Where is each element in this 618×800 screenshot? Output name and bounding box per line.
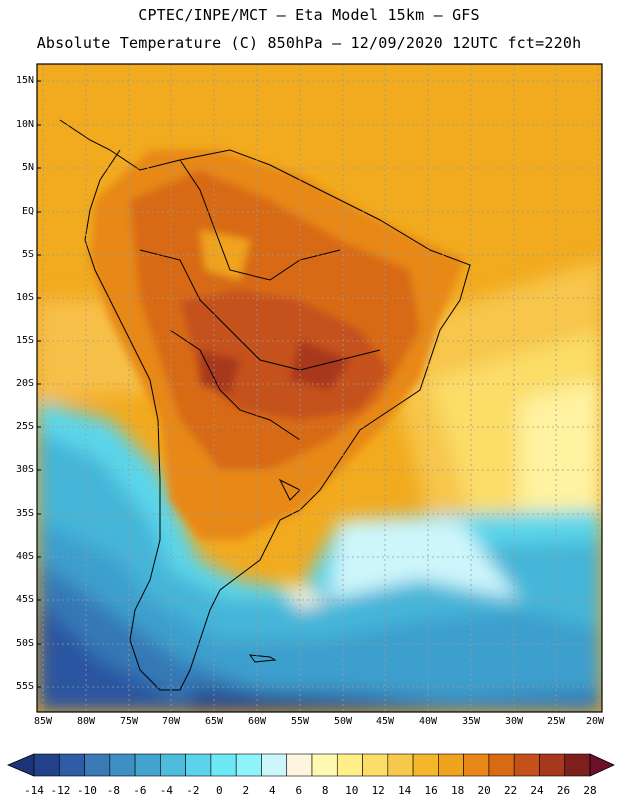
- lat-label: 45S: [15, 594, 34, 605]
- colorbar-label: 24: [530, 784, 544, 797]
- lon-label: 50W: [333, 716, 353, 727]
- colorbar-label: 12: [371, 784, 385, 797]
- map-frame: [36, 63, 603, 713]
- lat-label: 10S: [15, 292, 34, 303]
- lon-label: 65W: [204, 716, 224, 727]
- lat-label: 5S: [21, 249, 34, 260]
- lat-label: 15N: [15, 75, 34, 86]
- colorbar-swatch: [235, 753, 262, 777]
- colorbar-swatch: [488, 753, 515, 777]
- lat-label: 20S: [15, 378, 34, 389]
- colorbar-swatch: [261, 753, 288, 777]
- colorbar-label: 26: [556, 784, 571, 797]
- lat-label: 30S: [15, 464, 34, 475]
- colorbar-under-triangle: [6, 753, 35, 777]
- colorbar-swatch: [58, 753, 85, 777]
- map-subtitle: Absolute Temperature (C) 850hPa – 12/09/…: [36, 34, 582, 52]
- lat-label: 5N: [21, 162, 34, 173]
- lon-label: 45W: [375, 716, 395, 727]
- colorbar-label: -2: [186, 784, 200, 797]
- lon-label: 60W: [247, 716, 267, 727]
- colorbar-swatch: [362, 753, 389, 777]
- colorbar: [6, 753, 615, 777]
- colorbar-swatch: [336, 753, 363, 777]
- lon-label: 40W: [418, 716, 438, 727]
- lat-label: 15S: [15, 335, 34, 346]
- temperature-field: [37, 64, 602, 712]
- lon-label: 30W: [504, 716, 524, 727]
- colorbar-swatch: [210, 753, 237, 777]
- colorbar-label: 18: [450, 784, 465, 797]
- coastlines: [59, 119, 471, 691]
- graticule: [37, 64, 602, 712]
- lon-label: 85W: [33, 716, 53, 727]
- lon-label: 75W: [119, 716, 139, 727]
- lat-label: 50S: [15, 638, 34, 649]
- lon-label: 20W: [585, 716, 605, 727]
- colorbar-swatch: [160, 753, 186, 777]
- lat-label: 35S: [15, 508, 34, 519]
- colorbar-label: 16: [424, 784, 438, 797]
- lat-label: 10N: [15, 119, 34, 130]
- colorbar-label: 20: [477, 784, 491, 797]
- colorbar-label: 22: [503, 784, 518, 797]
- colorbar-label: -14: [24, 784, 44, 797]
- colorbar-swatch: [463, 753, 490, 777]
- colorbar-swatch: [438, 753, 464, 777]
- colorbar-label: -6: [133, 784, 147, 797]
- lon-label: 35W: [461, 716, 481, 727]
- colorbar-swatch: [185, 753, 212, 777]
- colorbar-label: -12: [50, 784, 71, 797]
- colorbar-swatch: [513, 753, 540, 777]
- colorbar-label: -8: [106, 784, 121, 797]
- lat-label: 55S: [15, 681, 34, 692]
- colorbar-label: -10: [77, 784, 97, 797]
- colorbar-label: 2: [242, 784, 250, 797]
- lon-label: 80W: [76, 716, 96, 727]
- colorbar-swatch: [412, 753, 439, 777]
- colorbar-swatch: [84, 753, 111, 777]
- colorbar-swatch: [286, 753, 313, 777]
- map-title: CPTEC/INPE/MCT – Eta Model 15km – GFS: [138, 6, 480, 24]
- colorbar-label: 4: [268, 784, 276, 797]
- colorbar-swatch: [387, 753, 414, 777]
- colorbar-swatch: [311, 753, 338, 777]
- lon-label: 55W: [290, 716, 310, 727]
- colorbar-label: 14: [398, 784, 412, 797]
- lat-label: 40S: [15, 551, 34, 562]
- colorbar-label: 28: [583, 784, 597, 797]
- colorbar-swatch: [564, 753, 591, 777]
- colorbar-swatch: [109, 753, 136, 777]
- colorbar-label: 6: [295, 784, 303, 797]
- lon-label: 70W: [161, 716, 181, 727]
- colorbar-label: 10: [345, 784, 359, 797]
- lon-label: 25W: [546, 716, 566, 727]
- colorbar-label: 8: [321, 784, 329, 797]
- colorbar-swatch: [539, 753, 566, 777]
- colorbar-over-triangle: [589, 753, 615, 777]
- colorbar-swatch: [134, 753, 161, 777]
- lat-label: 25S: [15, 421, 34, 432]
- colorbar-label: -4: [159, 784, 173, 797]
- colorbar-label: 0: [216, 784, 223, 797]
- lat-label: EQ: [21, 206, 34, 217]
- colorbar-swatch: [33, 753, 60, 777]
